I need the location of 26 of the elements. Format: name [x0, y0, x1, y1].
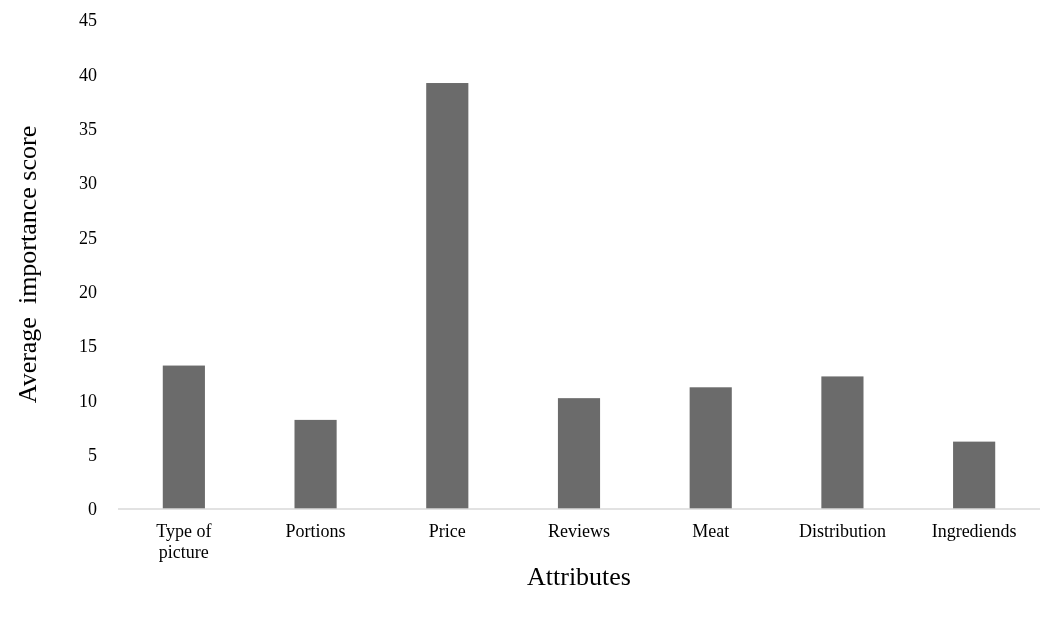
y-tick-label: 10	[79, 390, 97, 411]
bar	[953, 441, 996, 509]
y-tick-label: 40	[79, 64, 97, 85]
bar	[689, 387, 732, 509]
x-tick-label: Distribution	[798, 521, 886, 541]
x-tick-label: Portions	[285, 521, 346, 541]
y-tick-label: 35	[79, 118, 97, 139]
y-axis-title: Average importance score	[13, 125, 42, 404]
x-tick-label: Type of picture	[156, 521, 212, 562]
x-tick-label: Ingrediends	[931, 521, 1017, 541]
y-tick-label: 20	[79, 281, 97, 302]
y-tick-label: 30	[79, 173, 97, 194]
x-tick-label: Price	[428, 521, 466, 541]
bar	[426, 83, 469, 509]
bar	[821, 376, 864, 509]
x-tick-label: Meat	[692, 521, 730, 541]
bar	[557, 398, 601, 509]
bar	[162, 365, 205, 509]
x-axis-title: Attributes	[527, 562, 631, 591]
y-tick-label: 15	[79, 336, 97, 357]
bar	[294, 419, 337, 509]
y-tick-label: 25	[79, 227, 97, 248]
y-tick-label: 0	[88, 499, 97, 520]
y-tick-label: 5	[88, 444, 97, 465]
y-tick-label: 45	[79, 10, 97, 31]
x-tick-label: Reviews	[548, 521, 610, 541]
